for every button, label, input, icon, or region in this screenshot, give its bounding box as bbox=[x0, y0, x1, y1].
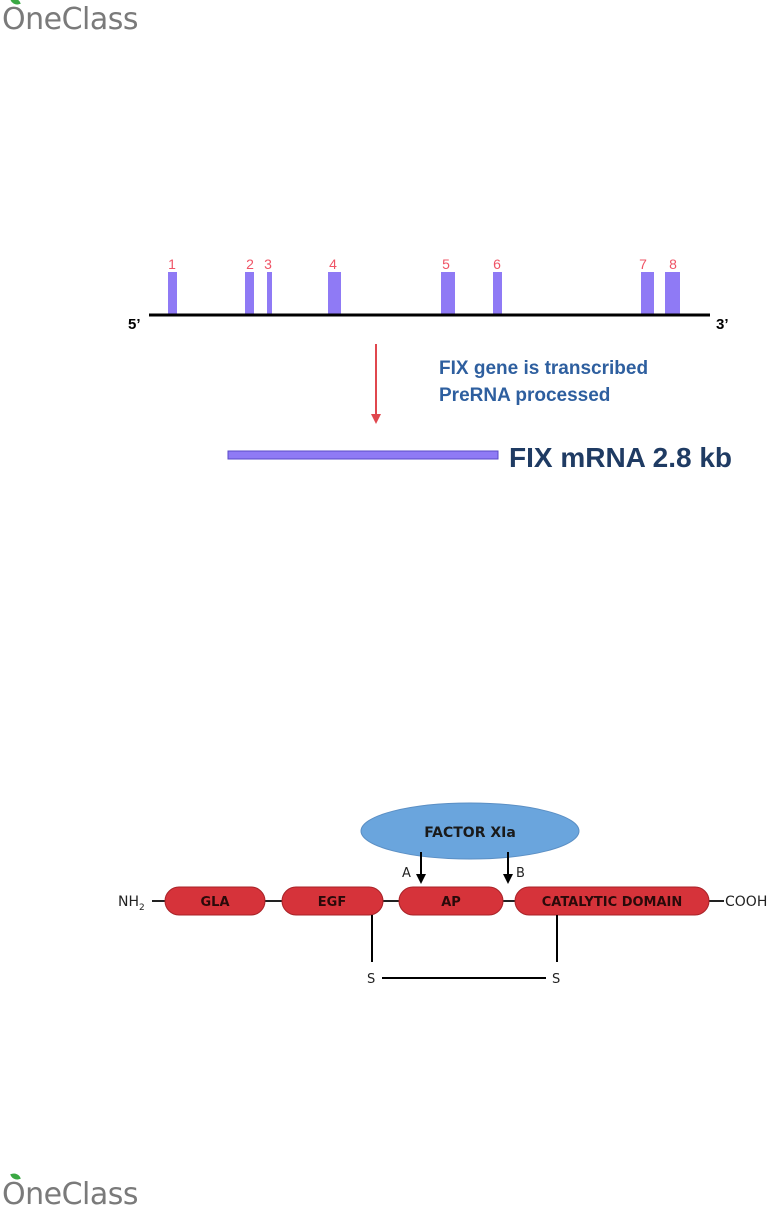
ap-label: AP bbox=[441, 895, 461, 910]
exon-label-7: 7 bbox=[639, 256, 647, 272]
exon-3 bbox=[267, 272, 272, 314]
gla-label: GLA bbox=[200, 895, 229, 910]
three-prime-label: 3’ bbox=[716, 316, 729, 333]
exon-label-1: 1 bbox=[168, 256, 176, 272]
exon-2 bbox=[245, 272, 254, 314]
cleavage-a-label: A bbox=[402, 866, 411, 881]
exon-1 bbox=[168, 272, 177, 314]
factor-xia-label: FACTOR XIa bbox=[424, 825, 516, 841]
gla-domain bbox=[164, 886, 266, 916]
exon-bars bbox=[168, 272, 680, 314]
logo-text: OneClass bbox=[2, 2, 139, 37]
cleavage-b-label: B bbox=[516, 866, 525, 881]
mrna-label: FIX mRNA 2.8 kb bbox=[509, 442, 732, 473]
disulfide-s-right: S bbox=[552, 972, 560, 987]
ap-domain bbox=[398, 886, 504, 916]
exon-label-6: 6 bbox=[493, 256, 501, 272]
exon-4 bbox=[328, 272, 341, 314]
exon-label-3: 3 bbox=[264, 256, 272, 272]
mrna-bar bbox=[227, 450, 499, 460]
n-terminus-label: NH2 bbox=[118, 894, 145, 913]
exon-8 bbox=[665, 272, 680, 314]
exon-label-2: 2 bbox=[246, 256, 254, 272]
exon-5 bbox=[441, 272, 455, 314]
process-text-line2: PreRNA processed bbox=[439, 385, 610, 406]
exon-label-4: 4 bbox=[329, 256, 337, 272]
exon-6 bbox=[493, 272, 502, 314]
catalytic-label: CATALYTIC DOMAIN bbox=[542, 895, 683, 910]
catalytic-domain bbox=[514, 886, 710, 916]
logo-text: OneClass bbox=[2, 1177, 139, 1212]
exon-labels: 1 2 3 4 5 6 7 8 bbox=[168, 256, 677, 272]
exon-7 bbox=[641, 272, 654, 314]
c-terminus-label: COOH bbox=[725, 894, 767, 910]
exon-label-8: 8 bbox=[669, 256, 677, 272]
egf-label: EGF bbox=[318, 895, 346, 910]
exon-label-5: 5 bbox=[442, 256, 450, 272]
oneclass-logo-footer: OneClass bbox=[2, 1171, 139, 1212]
disulfide-s-left: S bbox=[367, 972, 375, 987]
five-prime-label: 5’ bbox=[128, 316, 141, 333]
egf-domain bbox=[281, 886, 384, 916]
factor-xia-ellipse bbox=[360, 802, 580, 860]
process-text-line1: FIX gene is transcribed bbox=[439, 358, 648, 379]
oneclass-logo: OneClass bbox=[2, 0, 139, 37]
transcription-arrow bbox=[371, 344, 381, 424]
protein-diagram: FACTOR XIa A B GLA EGF AP CATALYTIC DOMA… bbox=[118, 802, 767, 987]
